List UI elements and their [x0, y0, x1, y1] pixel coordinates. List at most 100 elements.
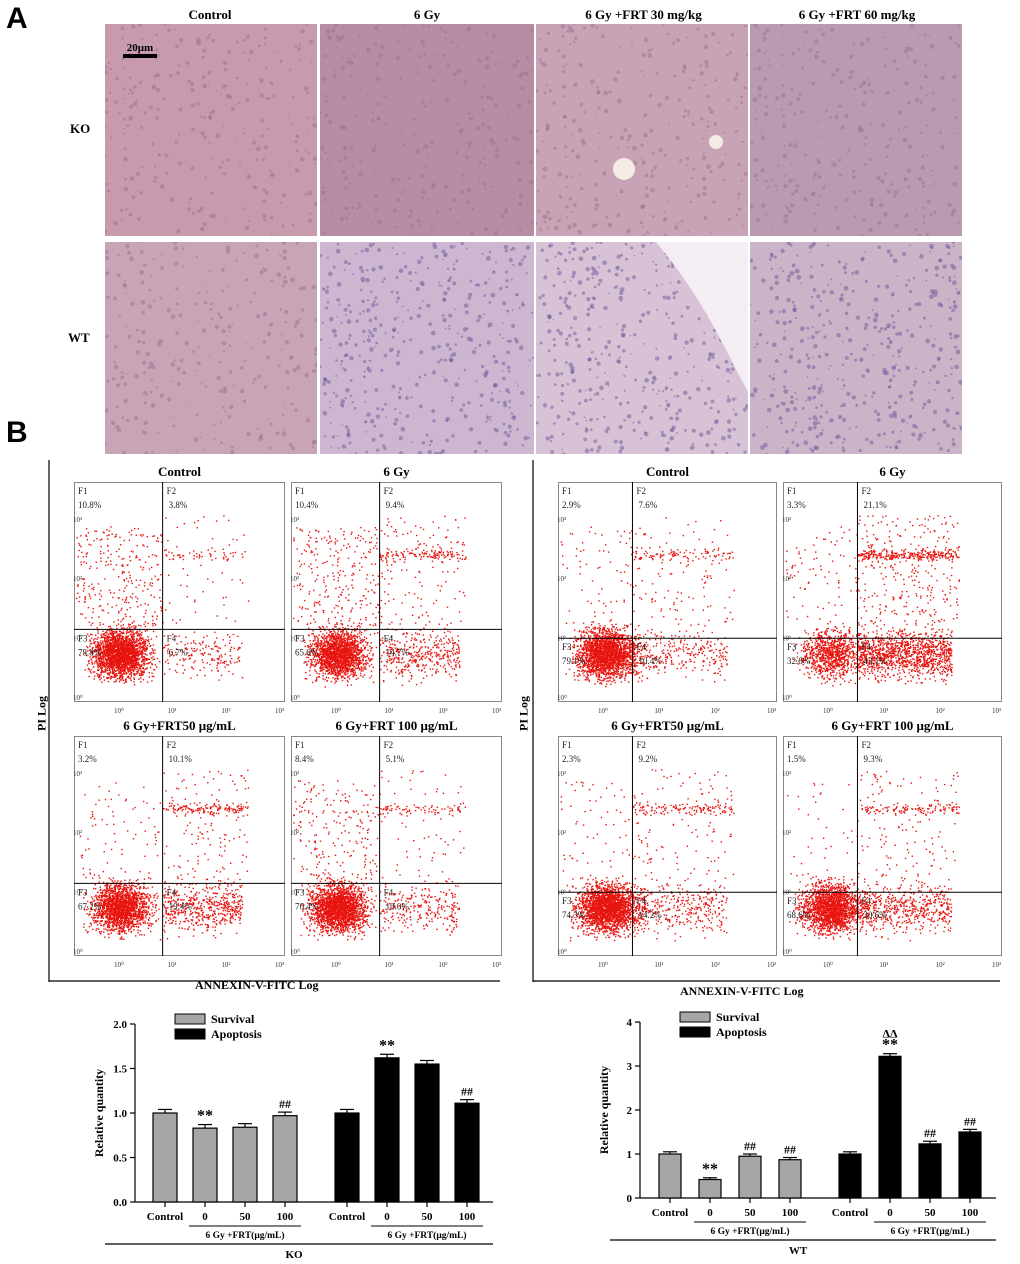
scale-bar: 20μm — [123, 42, 157, 58]
quadrant-name: F1 — [787, 486, 797, 496]
legend-swatch — [174, 1013, 206, 1025]
x-category-label: 50 — [422, 1211, 434, 1223]
quadrant-name: F3 — [787, 642, 797, 652]
significance-mark: ## — [924, 1126, 936, 1140]
x-category-label: 100 — [277, 1211, 294, 1223]
bar-survival — [658, 1153, 682, 1199]
x-tick-label: 10² — [221, 961, 230, 969]
quadrant-name: F2 — [384, 486, 394, 496]
x-sub-label: 6 Gy +FRT(μg/mL) — [890, 1226, 969, 1237]
legend-label: Apoptosis — [716, 1025, 767, 1039]
row-label-ko: KO — [70, 121, 90, 137]
x-category-label: 100 — [459, 1211, 476, 1223]
x-tick-label: 10⁰ — [823, 961, 833, 969]
bar-survival — [152, 1112, 178, 1203]
bar-chart-ko: 0.0 0.5 1.0 1.5 2.0 Relative quantity Survival… — [92, 1012, 493, 1261]
annexin-label-right: ANNEXIN-V-FITC Log — [680, 984, 803, 999]
y-tick-label: 10³ — [558, 516, 566, 524]
pi-log-label-right: PI Log — [517, 684, 532, 744]
significance-mark: ## — [964, 1114, 976, 1128]
x-tick-label: 10⁰ — [114, 961, 124, 969]
y-tick-label: 10¹ — [783, 635, 791, 643]
y-tick-label: 0 — [627, 1193, 633, 1205]
y-tick-label: 10⁰ — [291, 948, 300, 956]
significance-mark: ** — [197, 1108, 213, 1125]
x-tick-label: 10³ — [767, 961, 776, 969]
bar-apoptosis — [374, 1057, 400, 1203]
histology-wt-6gy — [320, 242, 534, 454]
x-category-label: 50 — [745, 1207, 757, 1219]
y-tick-label: 10² — [74, 829, 82, 837]
x-sub-label: 6 Gy +FRT(μg/mL) — [205, 1230, 284, 1241]
quadrant-name: F4 — [384, 633, 394, 643]
row-label-wt: WT — [68, 330, 90, 346]
flow-plot: F1 10.8% F2 3.8% F3 78.8% F4 6.7% 10⁰ 10⁰ 10¹ 10¹ 10… — [74, 482, 285, 715]
y-tick-label: 10³ — [783, 770, 791, 778]
y-axis-label: Relative quantity — [92, 1069, 106, 1157]
quadrant-value-f2: 7.6% — [638, 500, 657, 510]
quadrant-value-f3: 79.1% — [562, 656, 586, 666]
quadrant-name: F4 — [861, 896, 871, 906]
y-tick-label: 10⁰ — [291, 694, 300, 702]
group-label: WT — [789, 1245, 808, 1257]
histology-ko-frt60 — [750, 24, 962, 236]
x-category-label: 50 — [240, 1211, 252, 1223]
quadrant-value-f4: 10.4% — [638, 656, 662, 666]
legend-label: Survival — [211, 1012, 255, 1026]
y-tick-label: 10⁰ — [783, 694, 792, 702]
flow-plot: F1 2.9% F2 7.6% F3 79.1% F4 10.4% 10⁰ 10⁰ 10¹ 10¹ 10… — [558, 482, 777, 715]
bar-apoptosis — [454, 1102, 480, 1203]
x-tick-label: 10¹ — [879, 961, 888, 969]
x-tick-label: 10⁰ — [598, 707, 608, 715]
x-tick-label: 10¹ — [385, 707, 394, 715]
y-tick-label: 10² — [558, 829, 566, 837]
histology-wt-control — [105, 242, 317, 454]
y-tick-label: 10⁰ — [558, 948, 567, 956]
col-title-control: Control — [110, 7, 310, 23]
quadrant-name: F2 — [861, 740, 871, 750]
flow-group-wt: Control F1 2.9% F2 7.6% F3 79.1% F4 10.4% 10⁰ 10⁰ 1… — [532, 460, 1002, 982]
y-tick-label: 10¹ — [74, 889, 82, 897]
significance-mark: ** — [882, 1037, 898, 1054]
flow-plot-title: 6 Gy+FRT50 μg/mL — [74, 718, 285, 734]
y-tick-label: 10² — [74, 575, 82, 583]
quadrant-value-f3: 74.3% — [562, 910, 586, 920]
y-tick-label: 0.5 — [113, 1153, 127, 1165]
significance-mark: ** — [702, 1161, 718, 1178]
quadrant-value-f1: 2.9% — [562, 500, 581, 510]
x-tick-label: 10⁰ — [114, 707, 124, 715]
bar-survival — [698, 1178, 722, 1199]
x-category-label: Control — [652, 1207, 688, 1219]
histology-ko-6gy — [320, 24, 534, 236]
quadrant-name: F1 — [562, 740, 572, 750]
quadrant-value-f4: 19.4% — [169, 901, 193, 911]
y-tick-label: 10¹ — [558, 635, 566, 643]
x-tick-label: 10¹ — [879, 707, 888, 715]
x-tick-label: 10¹ — [168, 961, 177, 969]
y-tick-label: 10³ — [74, 516, 82, 524]
x-category-label: 100 — [782, 1207, 799, 1219]
y-tick-label: 10² — [783, 575, 791, 583]
quadrant-name: F4 — [167, 633, 177, 643]
y-tick-label: 10⁰ — [558, 694, 567, 702]
quadrant-name: F2 — [167, 740, 177, 750]
y-tick-label: 1.5 — [113, 1064, 127, 1076]
flow-plot: F1 3.3% F2 21.1% F3 32.6% F4 43.1% 10⁰ 10⁰ 10¹ 10¹ 1… — [783, 482, 1002, 715]
quadrant-value-f1: 8.4% — [295, 754, 314, 764]
y-tick-label: 10¹ — [291, 635, 299, 643]
quadrant-name: F1 — [295, 486, 305, 496]
x-tick-label: 10⁰ — [331, 961, 341, 969]
group-label: KO — [285, 1249, 303, 1261]
quadrant-value-f3: 67.2% — [78, 901, 102, 911]
y-tick-label: 10³ — [783, 516, 791, 524]
flow-plot-title: Control — [74, 464, 285, 480]
histology-ko-control: 20μm — [105, 24, 317, 236]
quadrant-name: F1 — [787, 740, 797, 750]
flow-group-ko: Control F1 10.8% F2 3.8% F3 78.8% F4 6.7% 10⁰ 10⁰ 1… — [48, 460, 502, 982]
scale-bar-label: 20μm — [123, 42, 157, 54]
quadrant-value-f4: 6.7% — [169, 647, 188, 657]
quadrant-value-f2: 9.3% — [863, 754, 882, 764]
y-tick-label: 10² — [783, 829, 791, 837]
col-title-frt30: 6 Gy +FRT 30 mg/kg — [536, 7, 751, 23]
